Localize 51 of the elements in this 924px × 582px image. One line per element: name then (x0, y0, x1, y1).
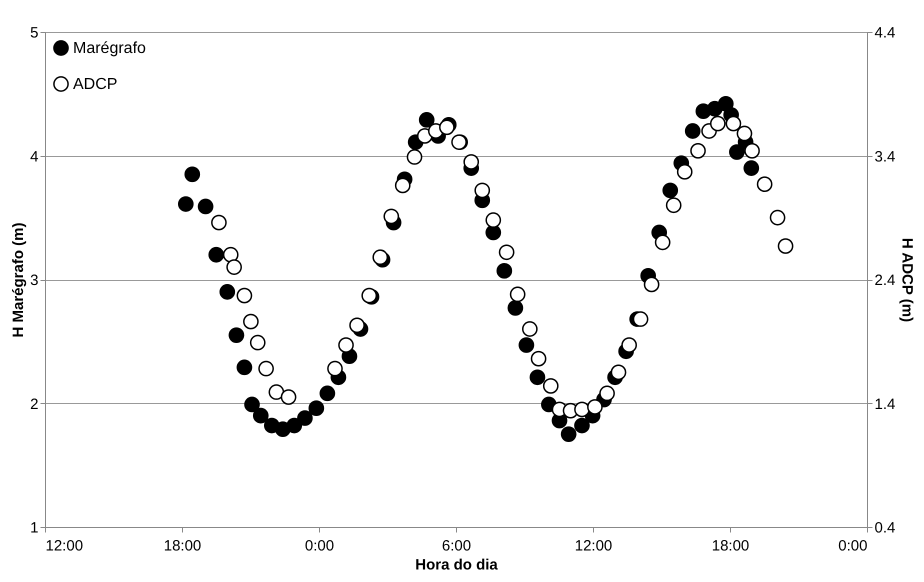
y2-axis-title: H ADCP (m) (898, 238, 916, 322)
point (684, 123, 701, 139)
point (496, 263, 512, 279)
point (632, 311, 648, 327)
x-tick-label: 12:00 (574, 538, 612, 554)
y2-tick-label: 1.4 (874, 396, 896, 413)
y-tick-label: 1 (30, 520, 38, 536)
y-axis-title: H Marégrafo (m) (10, 222, 28, 338)
point (406, 149, 422, 165)
y2-tick-label: 2.4 (874, 272, 896, 289)
point (383, 208, 400, 224)
point (286, 418, 302, 434)
x-axis-title: Hora do dia (415, 556, 498, 574)
point (508, 300, 524, 316)
point (530, 369, 546, 386)
point (610, 364, 626, 380)
y2-tick-label: 4.4 (874, 24, 896, 42)
y-tick-label: 5 (30, 24, 38, 42)
legend-label: Marégrafo (73, 40, 146, 57)
point (327, 360, 343, 376)
x-tick-label: 0:00 (838, 538, 868, 554)
x-tick-label: 0:00 (304, 538, 334, 554)
point (474, 182, 490, 198)
point (662, 182, 678, 198)
x-tick-label: 12:00 (46, 538, 84, 554)
x-tick-label: 18:00 (712, 538, 750, 554)
x-tick-label: 18:00 (164, 538, 202, 554)
point (297, 410, 313, 426)
point (394, 178, 411, 194)
point (518, 337, 534, 353)
point (463, 154, 480, 170)
point (676, 164, 693, 180)
point (349, 317, 365, 334)
point (418, 112, 435, 128)
point (308, 400, 324, 416)
point (574, 418, 590, 434)
y-tick-label: 3 (30, 272, 38, 289)
legend-label: ADCP (73, 76, 118, 93)
point (621, 337, 637, 353)
point (252, 408, 269, 424)
point (654, 234, 670, 250)
point (690, 142, 706, 159)
y2-tick-label: 3.4 (874, 148, 896, 166)
point (599, 386, 615, 402)
point (644, 276, 660, 292)
y-tick-label: 4 (30, 148, 38, 166)
point (320, 386, 336, 402)
x-tick-label: 6:00 (442, 538, 472, 554)
y2-tick-label: 0.4 (874, 520, 896, 536)
y-tick-label: 2 (30, 396, 38, 413)
point (587, 399, 603, 415)
